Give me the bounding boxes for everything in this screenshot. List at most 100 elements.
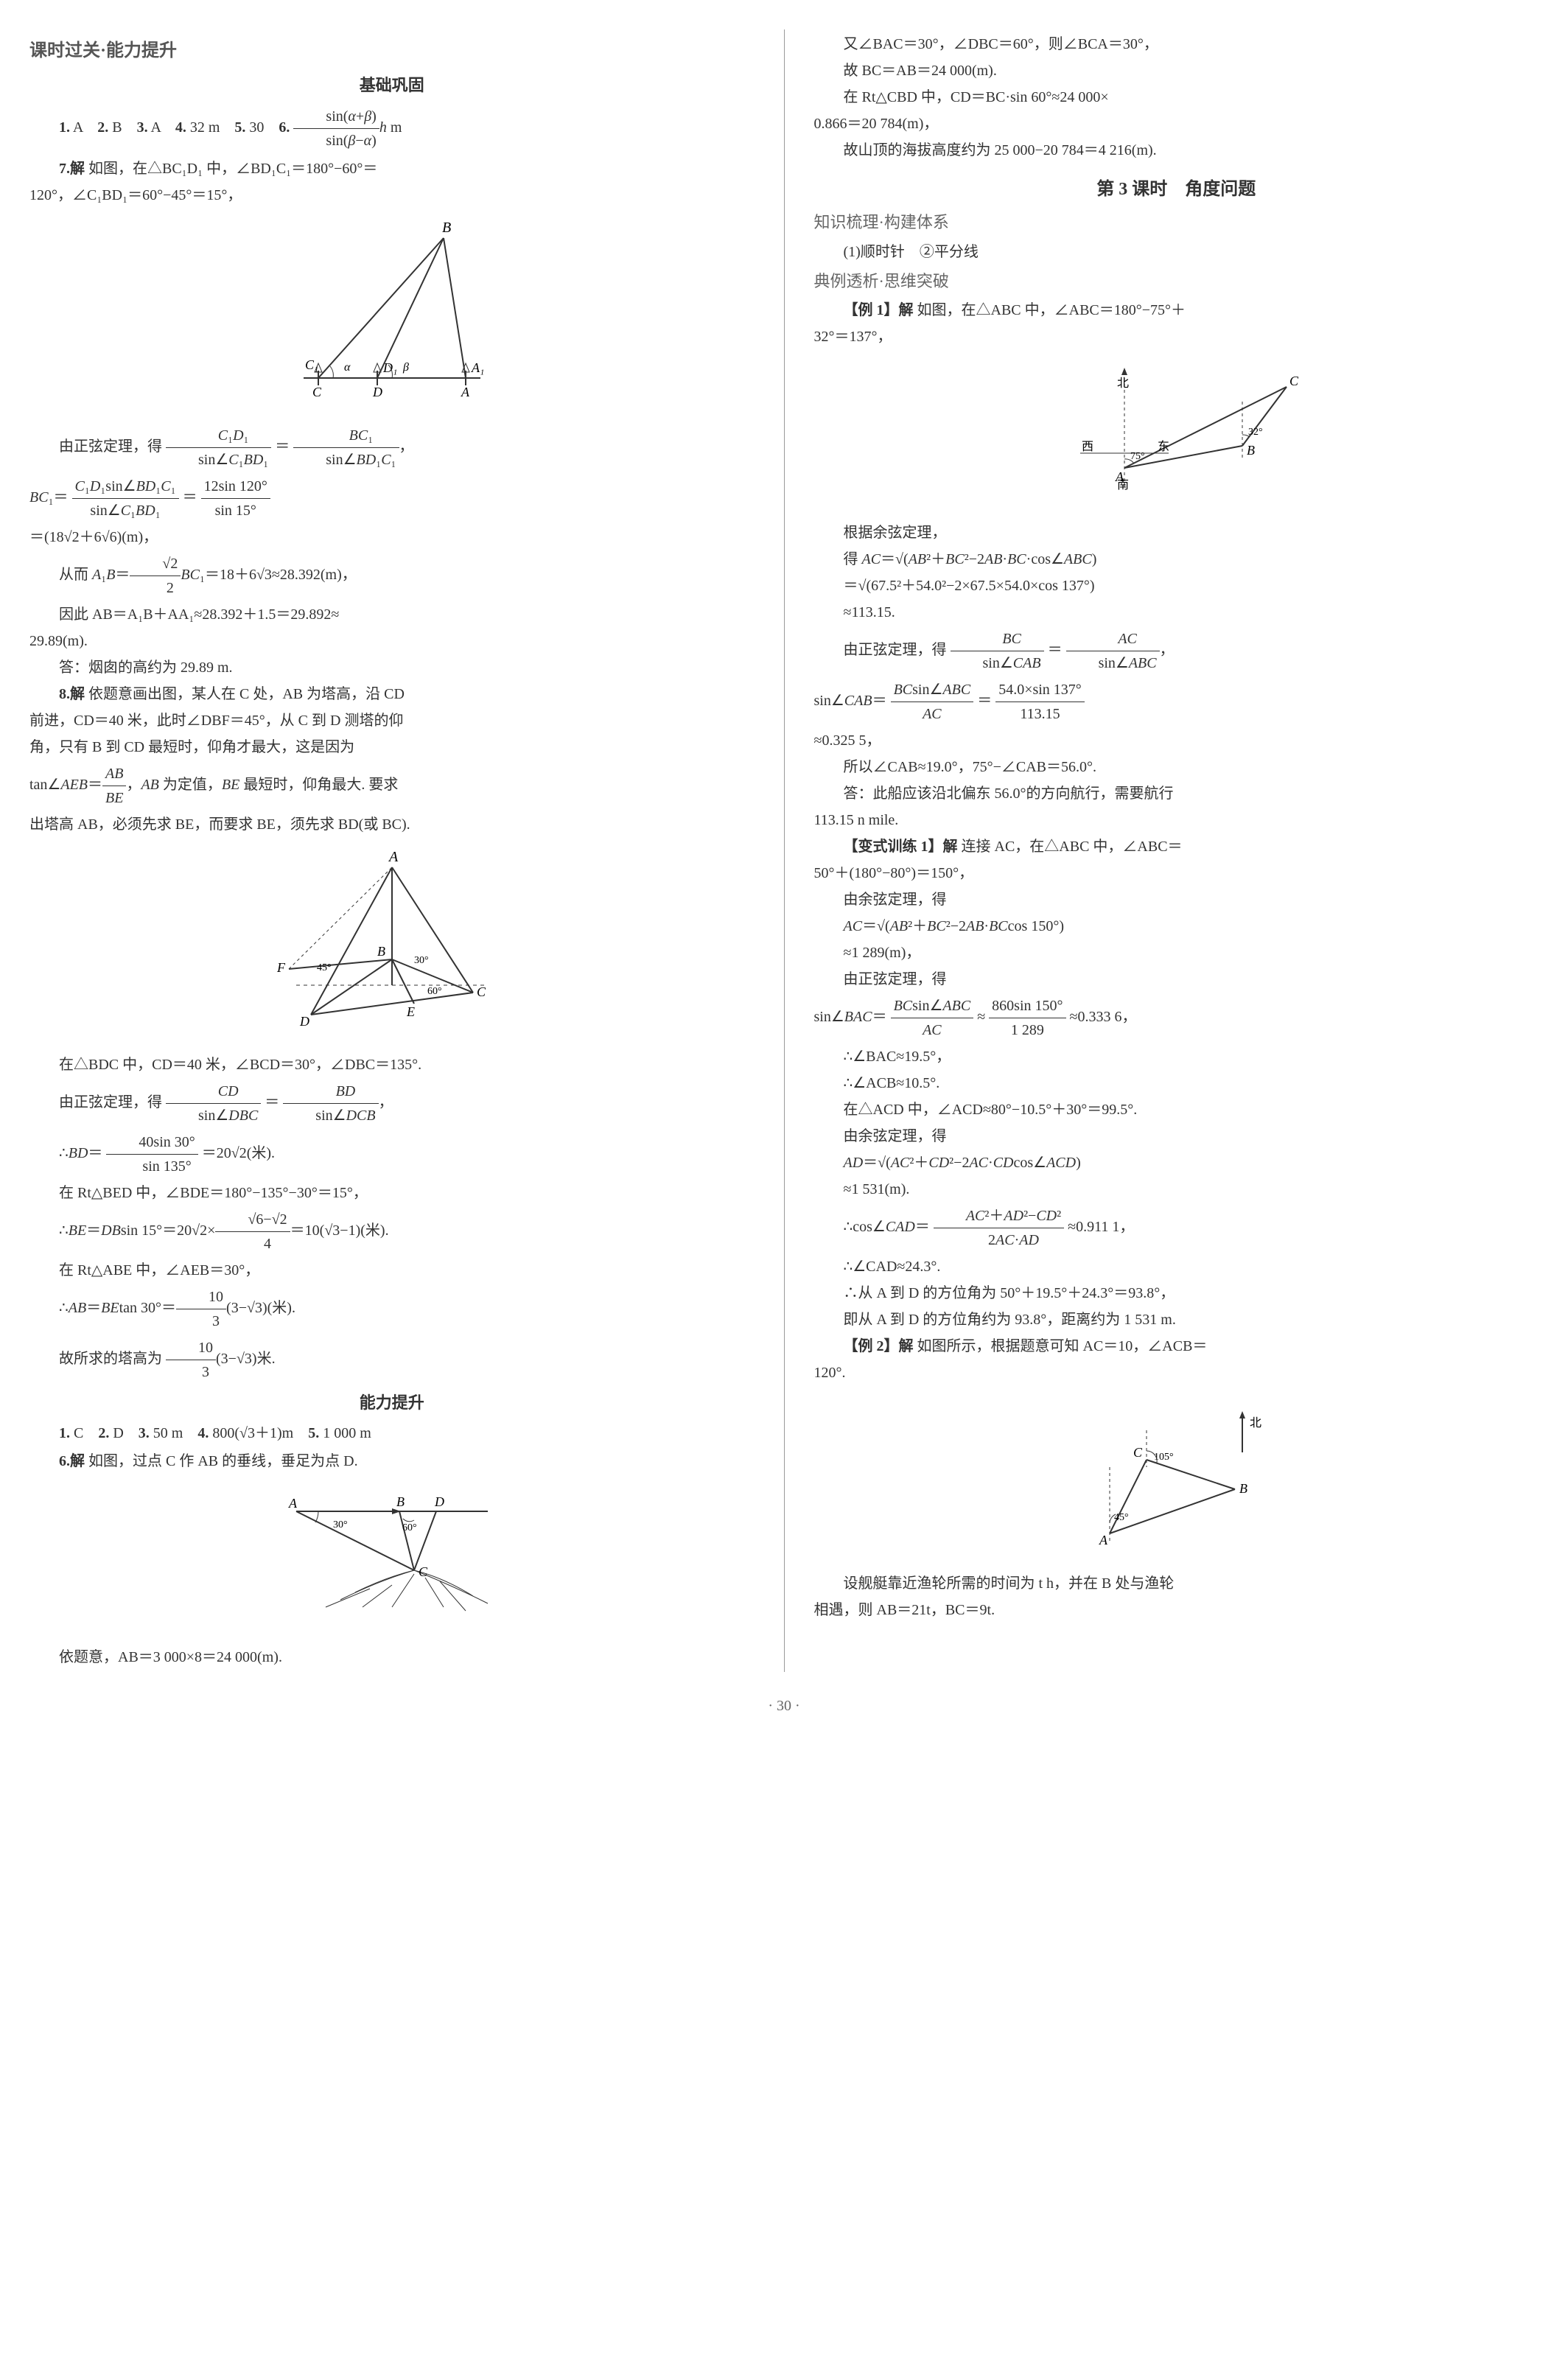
cont-line3: 在 Rt△CBD 中，CD＝BC·sin 60°≈24 000× [814, 85, 1539, 109]
q8-a45: 45° [317, 962, 332, 973]
q6-intro-text: 如图，过点 C 作 AB 的垂线，垂足为点 D. [88, 1453, 358, 1469]
q6-label: 6.解 [59, 1453, 85, 1469]
right-column: 又∠BAC＝30°，∠DBC＝60°，则∠BCA＝30°， 故 BC＝AB＝24… [814, 29, 1539, 1672]
q8-line3: 角，只有 B 到 CD 最短时，仰角才最大，这是因为 [29, 735, 755, 759]
q8-line4: tan∠AEB＝ABBE，AB 为定值，BE 最短时，仰角最大. 要求 [29, 762, 755, 810]
page-container: 课时过关·能力提升 基础巩固 1. A 2. B 3. A 4. 32 m 5.… [29, 29, 1539, 1672]
ex1-pt-C: C [1289, 374, 1299, 388]
var1-line6: 由正弦定理，得 [814, 968, 1539, 991]
var1-line15: ∴∠CAD≈24.3°. [814, 1255, 1539, 1278]
cont-line5: 故山顶的海拔高度约为 25 000−20 784＝4 216(m). [814, 139, 1539, 162]
q6-a60: 60° [402, 1522, 417, 1533]
q8-line9: 在 Rt△BED 中，∠BDE＝180°−135°−30°＝15°， [29, 1181, 755, 1205]
ex2-line4: 相遇，则 AB＝21t，BC＝9t. [814, 1598, 1539, 1622]
q6-pt-D: D [434, 1494, 444, 1509]
know-line1: (1)顺时针 ②平分线 [814, 240, 1539, 264]
var1-line11: 由余弦定理，得 [814, 1124, 1539, 1148]
q8-svg: A B C D E F 45° 30° 60° [259, 845, 525, 1037]
left-column: 课时过关·能力提升 基础巩固 1. A 2. B 3. A 4. 32 m 5.… [29, 29, 755, 1672]
section-b-header: 能力提升 [29, 1390, 755, 1416]
q8-figure: A B C D E F 45° 30° 60° [29, 845, 755, 1044]
q8-pt-E: E [406, 1004, 415, 1019]
know-header: 知识梳理·构建体系 [814, 209, 1539, 235]
ex2-pt-B: B [1239, 1481, 1247, 1496]
var1-label: 【变式训练 1】解 [844, 839, 958, 855]
q7-pt-D1: D₁ [382, 360, 397, 375]
q8-pt-C: C [477, 984, 486, 999]
ex1-line3: 根据余弦定理， [814, 521, 1539, 545]
var1-line13: ≈1 531(m). [814, 1178, 1539, 1201]
q8-intro: 8.解 依题意画出图，某人在 C 处，AB 为塔高，沿 CD [29, 682, 755, 706]
q6-pt-B: B [396, 1494, 405, 1509]
ex2-pt-C: C [1133, 1445, 1143, 1460]
column-divider [784, 29, 785, 1672]
var1-line5: ≈1 289(m)， [814, 941, 1539, 965]
q7-line3: 由正弦定理，得 C₁D₁sin∠C₁BD₁ ＝ BC₁sin∠BD₁C₁， [29, 424, 755, 472]
var1-line2: 50°＋(180°−80°)＝150°， [814, 861, 1539, 885]
var1-line7: sin∠BAC＝ BCsin∠ABCAC ≈ 860sin 150°1 289 … [814, 994, 1539, 1042]
var1-intro: 【变式训练 1】解 连接 AC，在△ABC 中，∠ABC＝ [814, 835, 1539, 858]
q7-pt-D: D [372, 385, 382, 399]
q7-pt-C1: C₁ [305, 357, 318, 372]
q7-pt-A1: A₁ [471, 360, 484, 375]
q6-line2: 依题意，AB＝3 000×8＝24 000(m). [29, 1645, 755, 1669]
q7-intro-text: 如图，在△BC₁D₁ 中，∠BD₁C₁＝180°−60°＝ [88, 161, 377, 177]
ex1-east: 东 [1158, 440, 1169, 453]
q6-pt-C: C [419, 1564, 428, 1579]
q8-line5: 出塔高 AB，必须先求 BE，而要求 BE，须先求 BD(或 BC). [29, 813, 755, 836]
q8-line11: 在 Rt△ABE 中，∠AEB＝30°， [29, 1259, 755, 1282]
q7-figure: B C₁ D₁ A₁ C D A α β [29, 216, 755, 415]
cont-line4: 0.866＝20 784(m)， [814, 112, 1539, 136]
q6-figure: A B D C 30° 60° [29, 1482, 755, 1637]
q7-pt-C: C [312, 385, 322, 399]
q7-line8: 29.89(m). [29, 629, 755, 653]
ex1-line2: 32°＝137°， [814, 325, 1539, 349]
q8-line2: 前进，CD＝40 米，此时∠DBF＝45°，从 C 到 D 测塔的仰 [29, 709, 755, 732]
ex2-figure: 北 A B C 105° 45° [814, 1393, 1539, 1563]
q6-svg: A B D C 30° 60° [267, 1482, 517, 1629]
ex1-line4: 得 AC＝√(AB²＋BC²−2AB·BC·cos∠ABC) [814, 547, 1539, 571]
q7-pt-A: A [461, 385, 470, 399]
ex1-line5: ＝√(67.5²＋54.0²−2×67.5×54.0×cos 137°) [814, 574, 1539, 598]
var1-line9: ∴∠ACB≈10.5°. [814, 1071, 1539, 1095]
q8-line7: 由正弦定理，得 CDsin∠DBC ＝ BDsin∠DCB， [29, 1080, 755, 1127]
answers-b: 1. C 2. D 3. 50 m 4. 800(√3＋1)m 5. 1 000… [29, 1421, 755, 1445]
answers-a: 1. A 2. B 3. A 4. 32 m 5. 30 6. sin(α+β)… [29, 105, 755, 153]
q7-intro: 7.解 如图，在△BC₁D₁ 中，∠BD₁C₁＝180°−60°＝ [29, 157, 755, 181]
var1-line14: ∴cos∠CAD＝ AC²＋AD²−CD²2AC·AD ≈0.911 1， [814, 1204, 1539, 1252]
q7-line7: 因此 AB＝A₁B＋AA₁≈28.392＋1.5＝29.892≈ [29, 603, 755, 626]
ex1-north: 北 [1117, 377, 1129, 390]
main-header: 课时过关·能力提升 [29, 37, 755, 65]
q7-line6: 从而 A₁B＝√22BC₁＝18＋6√3≈28.392(m)， [29, 552, 755, 600]
q7-pt-B: B [442, 220, 451, 236]
ex1-svg: 北 西 东 南 A B C 75° 32° [1036, 357, 1316, 505]
ex2-north: 北 [1250, 1416, 1261, 1430]
q8-line8: ∴BD＝ 40sin 30°sin 135° ＝20√2(米). [29, 1130, 755, 1178]
q8-a60: 60° [427, 986, 442, 997]
ex2-line3: 设舰艇靠近渔轮所需的时间为 t h，并在 B 处与渔轮 [814, 1572, 1539, 1595]
cont-line2: 故 BC＝AB＝24 000(m). [814, 59, 1539, 83]
ex1-line6: ≈113.15. [814, 601, 1539, 624]
ex1-pt-A: A [1115, 469, 1124, 484]
ex-header: 典例透析·思维突破 [814, 268, 1539, 294]
ex1-intro-text: 如图，在△ABC 中，∠ABC＝180°−75°＋ [917, 302, 1186, 318]
ex1-line11: 答：此船应该沿北偏东 56.0°的方向航行，需要航行 [814, 782, 1539, 805]
lesson3-header: 第 3 课时 角度问题 [814, 175, 1539, 203]
var1-line12: AD＝√(AC²＋CD²−2AC·CDcos∠ACD) [814, 1151, 1539, 1175]
ex1-a32: 32° [1248, 427, 1263, 438]
ex1-label: 【例 1】解 [844, 302, 914, 318]
answers-a-text: 1. A 2. B 3. A 4. 32 m 5. 30 6. sin(α+β)… [59, 119, 402, 136]
q8-pt-A: A [388, 849, 399, 865]
ex2-intro-text: 如图所示，根据题意可知 AC＝10，∠ACB＝ [917, 1338, 1208, 1354]
q8-pt-D: D [299, 1014, 309, 1029]
q8-line6: 在△BDC 中，CD＝40 米，∠BCD＝30°，∠DBC＝135°. [29, 1053, 755, 1077]
q7-alpha: α [344, 361, 351, 374]
var1-line4: AC＝√(AB²＋BC²−2AB·BCcos 150°) [814, 914, 1539, 938]
q7-svg: B C₁ D₁ A₁ C D A α β [274, 216, 510, 407]
q7-line4: BC₁＝ C₁D₁sin∠BD₁C₁sin∠C₁BD₁ ＝ 12sin 120°… [29, 475, 755, 522]
ex2-intro: 【例 2】解 如图所示，根据题意可知 AC＝10，∠ACB＝ [814, 1334, 1539, 1358]
var1-intro-text: 连接 AC，在△ABC 中，∠ABC＝ [962, 839, 1183, 855]
ex2-a45: 45° [1114, 1512, 1129, 1523]
q6-a30: 30° [333, 1519, 348, 1530]
ex1-line12: 113.15 n mile. [814, 808, 1539, 832]
